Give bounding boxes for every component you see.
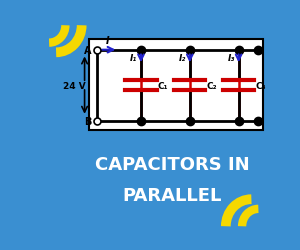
Text: C₁: C₁ [158, 82, 168, 91]
Text: 24 V: 24 V [63, 81, 85, 90]
Text: I₁: I₁ [130, 53, 137, 62]
Text: I₂: I₂ [179, 53, 186, 62]
Text: A: A [84, 46, 92, 56]
Text: I₃: I₃ [228, 53, 235, 62]
FancyBboxPatch shape [89, 40, 263, 130]
Text: PARALLEL: PARALLEL [123, 186, 222, 204]
Text: B: B [84, 116, 92, 126]
Text: I: I [106, 36, 110, 46]
Text: C₂: C₂ [207, 82, 217, 91]
Text: C₃: C₃ [256, 82, 266, 91]
Text: CAPACITORS IN: CAPACITORS IN [95, 156, 250, 174]
